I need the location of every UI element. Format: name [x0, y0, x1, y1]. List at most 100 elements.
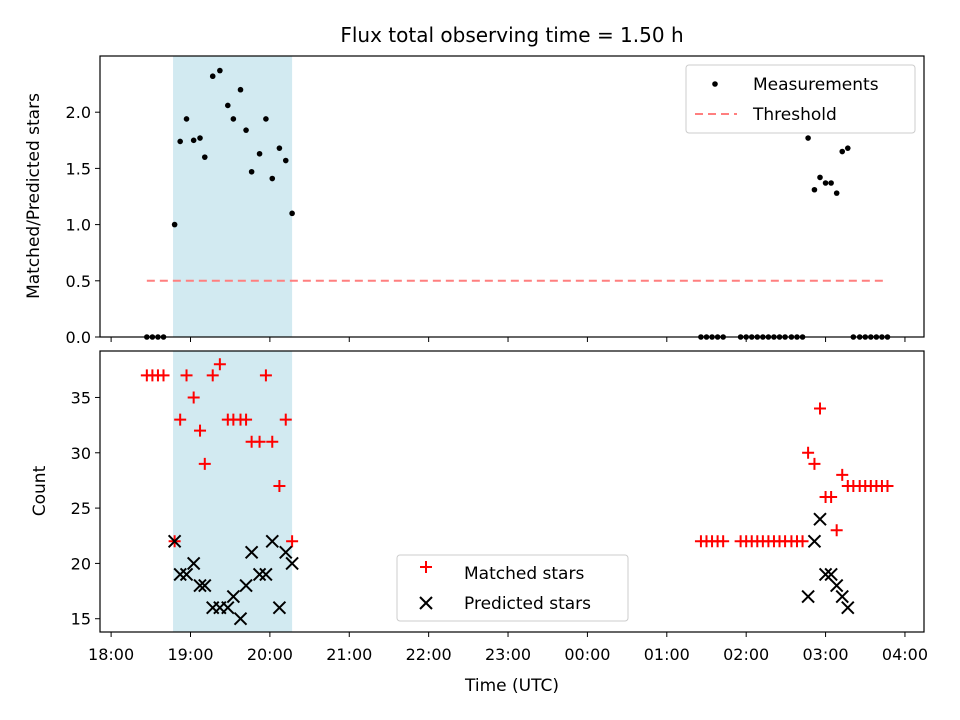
matched-star-point [157, 369, 170, 382]
y-tick-label: 20 [71, 554, 91, 573]
y-tick-label: 0.0 [66, 328, 91, 347]
predicted-star-point [829, 578, 844, 593]
measurement-point [177, 138, 183, 145]
measurement-point [225, 102, 231, 109]
measurement-point [248, 168, 255, 175]
matched-star-point [796, 535, 809, 548]
predicted-legend-label: Predicted stars [464, 594, 591, 614]
chart-title: Flux total observing time = 1.50 h [340, 23, 683, 47]
x-tick-label: 23:00 [485, 645, 531, 664]
count-legend: Matched stars Predicted stars [396, 554, 629, 622]
y-tick-label: 15 [71, 610, 91, 629]
measurement-point [183, 116, 190, 122]
predicted-star-point [193, 578, 207, 593]
matched-star-point [240, 413, 253, 426]
measurement-point [833, 190, 840, 196]
predicted-star-point [173, 567, 187, 582]
x-tick-label: 01:00 [644, 645, 690, 664]
count-panel: 15 20 25 30 35 18:00 19:00 20:00 21:00 22:00 23:0… [30, 350, 928, 696]
predicted-star-point [841, 600, 855, 615]
matched-star-point [717, 535, 730, 548]
predicted-star-point [265, 534, 279, 548]
x-tick-label: 19:00 [167, 645, 213, 664]
measurement-point [817, 174, 823, 181]
predicted-star-point [252, 567, 267, 582]
y-tick-label: 1.0 [66, 216, 91, 235]
predicted-star-point [233, 612, 248, 626]
predicted-star-point [259, 567, 273, 582]
matched-star-point [180, 369, 193, 382]
predicted-legend-marker [419, 596, 433, 610]
measurement-point [237, 86, 244, 93]
matched-legend-marker [420, 561, 432, 573]
matched-star-point [825, 491, 838, 504]
measurement-point [190, 137, 197, 144]
measurement-point [197, 135, 203, 141]
measurement-point [844, 145, 851, 151]
measurement-point [269, 175, 276, 182]
ratio-legend: Measurements Threshold [685, 64, 916, 134]
count-y-label: Count [30, 465, 50, 516]
predicted-star-point [813, 512, 827, 526]
predicted-star-point [285, 556, 299, 571]
ratio-axes-frame [99, 55, 925, 338]
matched-star-point [266, 435, 279, 448]
observing-window-highlight [173, 351, 293, 632]
predicted-star-point [279, 545, 293, 560]
matched-star-point [802, 446, 815, 459]
matched-star-point [187, 391, 200, 404]
predicted-star-point [179, 567, 194, 582]
x-tick-label: 18:00 [88, 645, 134, 664]
matched-legend-label: Matched stars [464, 564, 584, 584]
ratio-x-axis [110, 337, 906, 342]
measurement-point [805, 135, 811, 141]
x-tick-label: 22:00 [406, 645, 452, 664]
measurement-point [282, 157, 289, 164]
matched-star-point [198, 457, 211, 470]
measurement-point [276, 145, 283, 151]
measurement-point [243, 127, 249, 133]
x-tick-label: 03:00 [803, 645, 849, 664]
matched-star-point [830, 524, 843, 537]
y-tick-label: 30 [71, 444, 91, 463]
predicted-star-point [835, 589, 849, 604]
matched-star-point [814, 402, 827, 415]
count-y-axis: 15 20 25 30 35 [71, 388, 100, 629]
matched-star-point [881, 479, 894, 492]
matched-star-point [174, 413, 187, 426]
predicted-star-point [272, 600, 287, 615]
y-tick-label: 25 [71, 499, 91, 518]
matched-star-point [259, 369, 272, 382]
measurement-point [263, 116, 269, 122]
matched-star-point [206, 369, 219, 382]
x-tick-label: 00:00 [564, 645, 610, 664]
y-tick-label: 35 [71, 388, 91, 407]
measurement-point [256, 150, 263, 157]
count-x-axis: 18:00 19:00 20:00 21:00 22:00 23:00 00:00 01:00… [88, 632, 928, 664]
measurement-point [289, 210, 295, 217]
measurement-point [201, 154, 208, 160]
matched-star-point [286, 535, 299, 548]
y-tick-label: 2.0 [66, 103, 91, 122]
predicted-star-point [818, 567, 833, 582]
observing-window-highlight [173, 56, 293, 337]
measurement-point [230, 116, 237, 122]
predicted-star-point [244, 545, 259, 560]
count-legend-frame [396, 554, 629, 622]
ratio-y-axis: 0.0 0.5 1.0 1.5 2.0 [66, 103, 100, 347]
measurement-point [811, 186, 818, 193]
predicted-star-point [221, 600, 235, 615]
matched-star-point [194, 424, 207, 437]
measurements-legend-label: Measurements [753, 75, 879, 95]
measurement-point [217, 67, 223, 74]
predicted-star-point [226, 589, 241, 604]
predicted-star-point [167, 534, 182, 548]
ratio-plot-area [144, 67, 891, 340]
predicted-star-point [801, 589, 815, 604]
predicted-star-point [186, 556, 201, 571]
x-tick-label: 04:00 [882, 645, 928, 664]
count-plot-area [140, 358, 894, 626]
x-tick-label: 02:00 [723, 645, 769, 664]
measurement-point [839, 148, 846, 155]
